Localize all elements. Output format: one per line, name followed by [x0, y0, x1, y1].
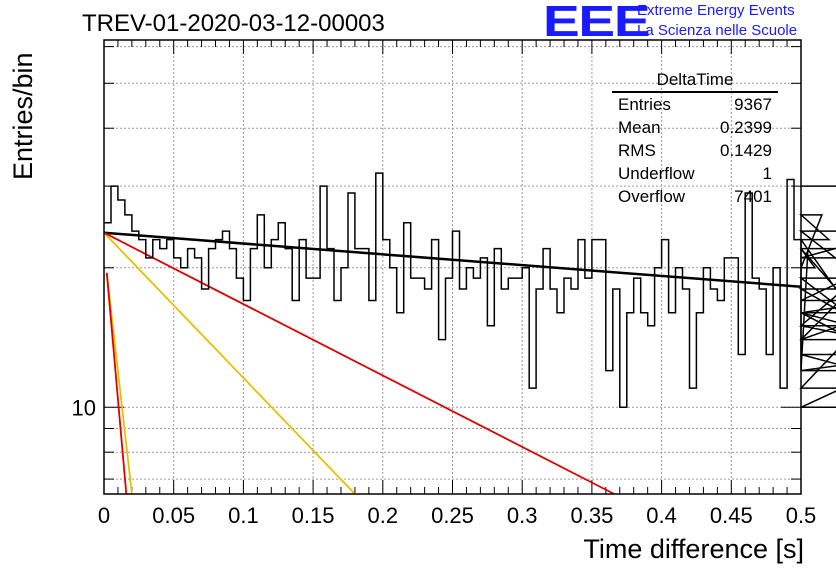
logo-line-1: Extreme Energy Events: [637, 2, 795, 19]
plot-frame: [103, 39, 802, 495]
chart-title: TREV-01-2020-03-12-00003: [82, 10, 385, 37]
fit-line: [103, 231, 615, 495]
x-tick-label: 0.45: [710, 503, 753, 528]
x-tick-label: 0.4: [646, 503, 677, 528]
stats-value: 9367: [734, 95, 772, 114]
stats-row-rms: RMS 0.1429: [612, 139, 778, 162]
stats-title: DeltaTime: [612, 70, 778, 93]
logo-line-2: La Scienza nelle Scuole: [637, 22, 798, 39]
fit-line: [103, 232, 356, 495]
stats-row-underflow: Underflow 1: [612, 162, 778, 185]
stats-label: RMS: [618, 141, 656, 160]
stats-value: 7401: [734, 187, 772, 206]
stats-box: DeltaTime Entries 9367 Mean 0.2399 RMS 0…: [612, 70, 778, 208]
stats-label: Mean: [618, 118, 661, 137]
x-tick-label: 0.05: [152, 503, 195, 528]
fit-line: [105, 272, 128, 495]
stats-value: 0.2399: [720, 118, 772, 137]
x-tick-label: 0.2: [368, 503, 399, 528]
stats-label: Underflow: [618, 164, 695, 183]
histogram-series: [104, 172, 836, 409]
stats-row-entries: Entries 9367: [612, 93, 778, 116]
stats-value: 0.1429: [720, 141, 772, 160]
x-tick-label: 0: [98, 503, 110, 528]
stats-label: Entries: [618, 95, 671, 114]
x-axis-label: Time difference [s]: [583, 534, 804, 564]
stats-row-mean: Mean 0.2399: [612, 116, 778, 139]
stats-label: Overflow: [618, 187, 686, 206]
x-tick-label: 0.3: [507, 503, 538, 528]
stats-row-overflow: Overflow 7401: [612, 185, 778, 208]
eee-logo: EEE: [543, 0, 651, 46]
y-tick-label: 10: [72, 395, 96, 420]
x-tick-label: 0.1: [228, 503, 259, 528]
x-tick-label: 0.35: [570, 503, 613, 528]
x-tick-label: 0.25: [431, 503, 474, 528]
fit-line: [105, 272, 133, 495]
x-tick-label: 0.15: [292, 503, 335, 528]
x-tick-label: 0.5: [786, 503, 817, 528]
y-axis-label: Entries/bin: [8, 52, 38, 180]
stats-value: 1: [762, 164, 772, 183]
